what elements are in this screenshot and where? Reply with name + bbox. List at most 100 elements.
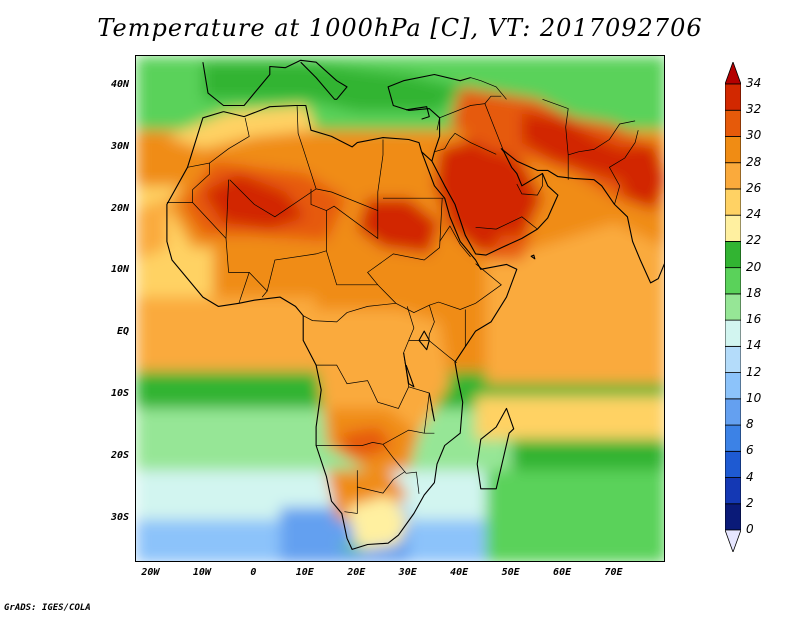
border-27 [475, 216, 538, 230]
mediterranean-green [202, 62, 461, 112]
lat-tick-label: 20S [110, 449, 129, 461]
border-9 [367, 198, 443, 286]
colorbar-top-arrow [725, 62, 741, 85]
border-18 [408, 386, 430, 434]
lon-tick-label: 10W [192, 567, 211, 578]
colorbar-band [725, 214, 741, 242]
lat-tick-label: 30N [110, 140, 129, 152]
colorbar-tick-label: 2 [746, 495, 754, 510]
border-0 [166, 162, 210, 203]
map-canvas [136, 56, 664, 561]
southern-europe-coast [202, 59, 348, 107]
lat-tick-label: 30S [110, 511, 129, 523]
border-25 [484, 95, 502, 104]
sahara-core [202, 173, 306, 230]
border-24 [434, 132, 497, 155]
border-30 [608, 130, 639, 205]
colorbar-band [725, 136, 741, 164]
colorbar-band [725, 162, 741, 190]
border-29 [542, 98, 569, 155]
map-panel [135, 55, 665, 562]
colorbar-band [725, 450, 741, 478]
colorbar-band [725, 319, 741, 347]
colorbar-tick-label: 10 [746, 390, 762, 405]
border-23 [436, 103, 505, 152]
cape-cool [336, 544, 368, 551]
colorbar-bottom-arrow [725, 529, 741, 552]
colorbar-band [725, 477, 741, 505]
colorbar-tick-label: 24 [746, 207, 762, 222]
colorbar-tick-label: 16 [746, 312, 762, 327]
colorbar-band [725, 188, 741, 216]
colorbar-tick-label: 6 [746, 443, 754, 458]
border-19 [408, 340, 457, 363]
border-20 [428, 305, 435, 341]
colorbar-band [725, 398, 741, 426]
colorbar-tick-label: 28 [746, 154, 762, 169]
indian-ocean-green [511, 439, 664, 471]
border-22 [439, 225, 471, 258]
colorbar-band [725, 83, 741, 111]
colorbar-band [725, 503, 741, 531]
lat-tick-label: 10N [110, 264, 129, 276]
indian-ocean-warm [475, 396, 664, 440]
colorbar-tick-label: 18 [746, 285, 762, 300]
zambia-hot [341, 427, 394, 458]
colorbar-tick-label: 4 [746, 469, 754, 484]
arabia-india-coast [431, 148, 664, 284]
border-12 [303, 302, 396, 323]
socotra [530, 254, 536, 260]
lon-tick-label: 0 [250, 567, 257, 578]
border-7 [316, 139, 384, 212]
cape-verde-warm [136, 198, 167, 260]
lon-tick-label: 40E [450, 567, 469, 578]
colorbar-band [725, 241, 741, 269]
lon-tick-label: 50E [501, 567, 520, 578]
colorbar-tick-label: 12 [746, 364, 762, 379]
madagascar [476, 407, 515, 490]
border-13 [316, 306, 415, 409]
india-hot [614, 142, 664, 211]
colorbar-band [725, 424, 741, 452]
border-8 [326, 205, 379, 240]
colorbar-tick-label: 20 [746, 259, 762, 274]
border-4 [225, 179, 229, 239]
lat-tick-label: 40N [110, 78, 129, 90]
border-6 [261, 290, 268, 298]
africa-coastline [166, 104, 518, 550]
software-credit: GrADS: IGES/COLA [4, 603, 91, 613]
arabian-sea [485, 222, 664, 384]
lon-tick-label: 10E [295, 567, 314, 578]
coastlines-and-borders [166, 59, 664, 550]
indian-ocean-south [485, 470, 664, 561]
border-15 [344, 470, 358, 514]
lat-tick-label: 20N [110, 202, 129, 214]
colorbar-tick-label: 32 [746, 102, 762, 117]
colorbar-tick-label: 30 [746, 128, 762, 143]
colorbar-tick-label: 22 [746, 233, 762, 248]
lon-tick-label: 70E [604, 567, 623, 578]
temperature-field [136, 56, 664, 561]
yemen-warm [485, 235, 533, 260]
lon-tick-label: 30E [398, 567, 417, 578]
colorbar-tick-label: 0 [746, 522, 754, 536]
lon-tick-label: 60E [553, 567, 572, 578]
colorbar-tick-label: 26 [746, 180, 762, 195]
colorbar-band [725, 293, 741, 321]
border-16 [382, 444, 420, 494]
colorbar-tick-label: 14 [746, 338, 762, 353]
border-31 [470, 77, 507, 100]
maghreb-mild [166, 105, 317, 149]
lat-tick-label: EQ [116, 326, 129, 338]
colorbar-band [725, 372, 741, 400]
colorbar-band [725, 345, 741, 373]
colorbar-band [725, 109, 741, 137]
chart-title: Temperature at 1000hPa [C], VT: 20170927… [97, 14, 703, 42]
colorbar-band [725, 267, 741, 295]
iran-hot [521, 111, 636, 186]
cyprus-shore [406, 106, 430, 120]
border-1 [209, 117, 250, 164]
border-17 [357, 471, 406, 494]
lat-tick-label: 10S [110, 388, 129, 400]
border-5 [238, 272, 250, 304]
